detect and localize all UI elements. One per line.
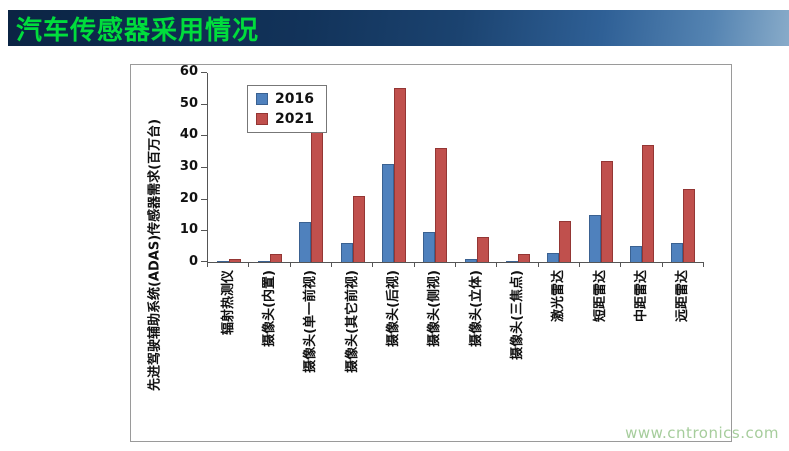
bar-2016-激光雷达 bbox=[547, 252, 560, 262]
y-tick-label: 40 bbox=[179, 127, 198, 143]
y-tick-label: 50 bbox=[179, 95, 198, 111]
y-tick-label: 10 bbox=[179, 222, 198, 238]
bar-2021-摄像头(后视) bbox=[394, 87, 406, 262]
bar-2016-中距雷达 bbox=[630, 246, 642, 262]
x-tick-mark bbox=[413, 262, 415, 267]
x-tick-mark bbox=[207, 262, 208, 267]
legend-swatch-2016 bbox=[256, 93, 268, 105]
bar-2021-摄像头(单一前视) bbox=[311, 125, 324, 262]
bar-2016-远距雷达 bbox=[671, 243, 684, 262]
plot-area: 0 10 20 30 40 50 60 辐射热测仪 摄像头(内置) 摄像头(单一前视) 摄像头(其它… bbox=[180, 64, 704, 373]
bar-2021-摄像头(其它前视) bbox=[352, 195, 365, 262]
bar-2016-辐射热测仪 bbox=[216, 261, 229, 262]
x-tick-mark bbox=[579, 262, 580, 267]
bar-2021-辐射热测仪 bbox=[228, 258, 241, 262]
legend-label-2021: 2021 bbox=[275, 111, 314, 127]
x-tick-mark bbox=[289, 262, 291, 267]
bar-2016-短距雷达 bbox=[588, 214, 601, 262]
x-tick-mark bbox=[661, 262, 663, 267]
legend-swatch-2021 bbox=[256, 113, 268, 125]
bar-2021-摄像头(内置) bbox=[270, 254, 282, 262]
x-tick-mark bbox=[248, 262, 250, 267]
x-tick-mark bbox=[331, 262, 332, 267]
page-title: 汽车传感器采用情况 bbox=[16, 15, 260, 46]
bar-2016-摄像头(三焦点) bbox=[506, 260, 518, 262]
legend-item-2021: 2021 bbox=[256, 112, 314, 126]
bar-2021-中距雷达 bbox=[642, 144, 654, 262]
bar-2021-激光雷达 bbox=[559, 220, 572, 262]
legend-item-2016: 2016 bbox=[256, 92, 314, 106]
y-tick-label: 30 bbox=[179, 159, 198, 174]
bar-2016-摄像头(内置) bbox=[258, 260, 270, 262]
x-tick-mark bbox=[455, 262, 456, 267]
bar-2016-摄像头(后视) bbox=[382, 163, 394, 262]
x-tick-mark bbox=[703, 262, 704, 267]
page-header-banner: 汽车传感器采用情况 bbox=[8, 10, 789, 46]
chart-frame: 先进驾驶辅助系统(ADAS)传感器需求(百万台) 0 10 20 30 40 50 60 辐射… bbox=[130, 64, 732, 442]
x-tick-mark bbox=[372, 262, 374, 267]
y-tick-mark bbox=[201, 167, 207, 168]
y-tick-mark bbox=[201, 103, 207, 105]
bar-2021-摄像头(侧视) bbox=[435, 148, 448, 262]
bar-2016-摄像头(侧视) bbox=[423, 231, 436, 262]
x-tick-mark bbox=[620, 262, 622, 267]
x-tick-mark bbox=[537, 262, 539, 267]
bar-2021-远距雷达 bbox=[683, 189, 696, 262]
bar-2021-短距雷达 bbox=[600, 160, 613, 262]
chart-legend: 2016 2021 bbox=[247, 85, 327, 133]
y-tick-mark bbox=[201, 230, 207, 232]
y-tick-label: 20 bbox=[179, 190, 198, 206]
bar-2021-摄像头(立体) bbox=[476, 236, 489, 262]
legend-label-2016: 2016 bbox=[275, 91, 314, 107]
y-tick-label: 60 bbox=[179, 64, 198, 79]
y-tick-mark bbox=[201, 261, 207, 262]
x-tick-mark bbox=[496, 262, 498, 267]
bar-2016-摄像头(立体) bbox=[464, 258, 477, 262]
watermark: www.cntronics.com bbox=[625, 424, 779, 442]
bar-2016-摄像头(其它前视) bbox=[340, 243, 353, 262]
y-tick-mark bbox=[201, 72, 207, 73]
bar-2016-摄像头(单一前视) bbox=[299, 222, 312, 262]
y-tick-mark bbox=[201, 135, 207, 137]
y-tick-label: 0 bbox=[188, 254, 198, 269]
bar-2021-摄像头(三焦点) bbox=[518, 254, 530, 262]
y-tick-mark bbox=[201, 198, 207, 200]
